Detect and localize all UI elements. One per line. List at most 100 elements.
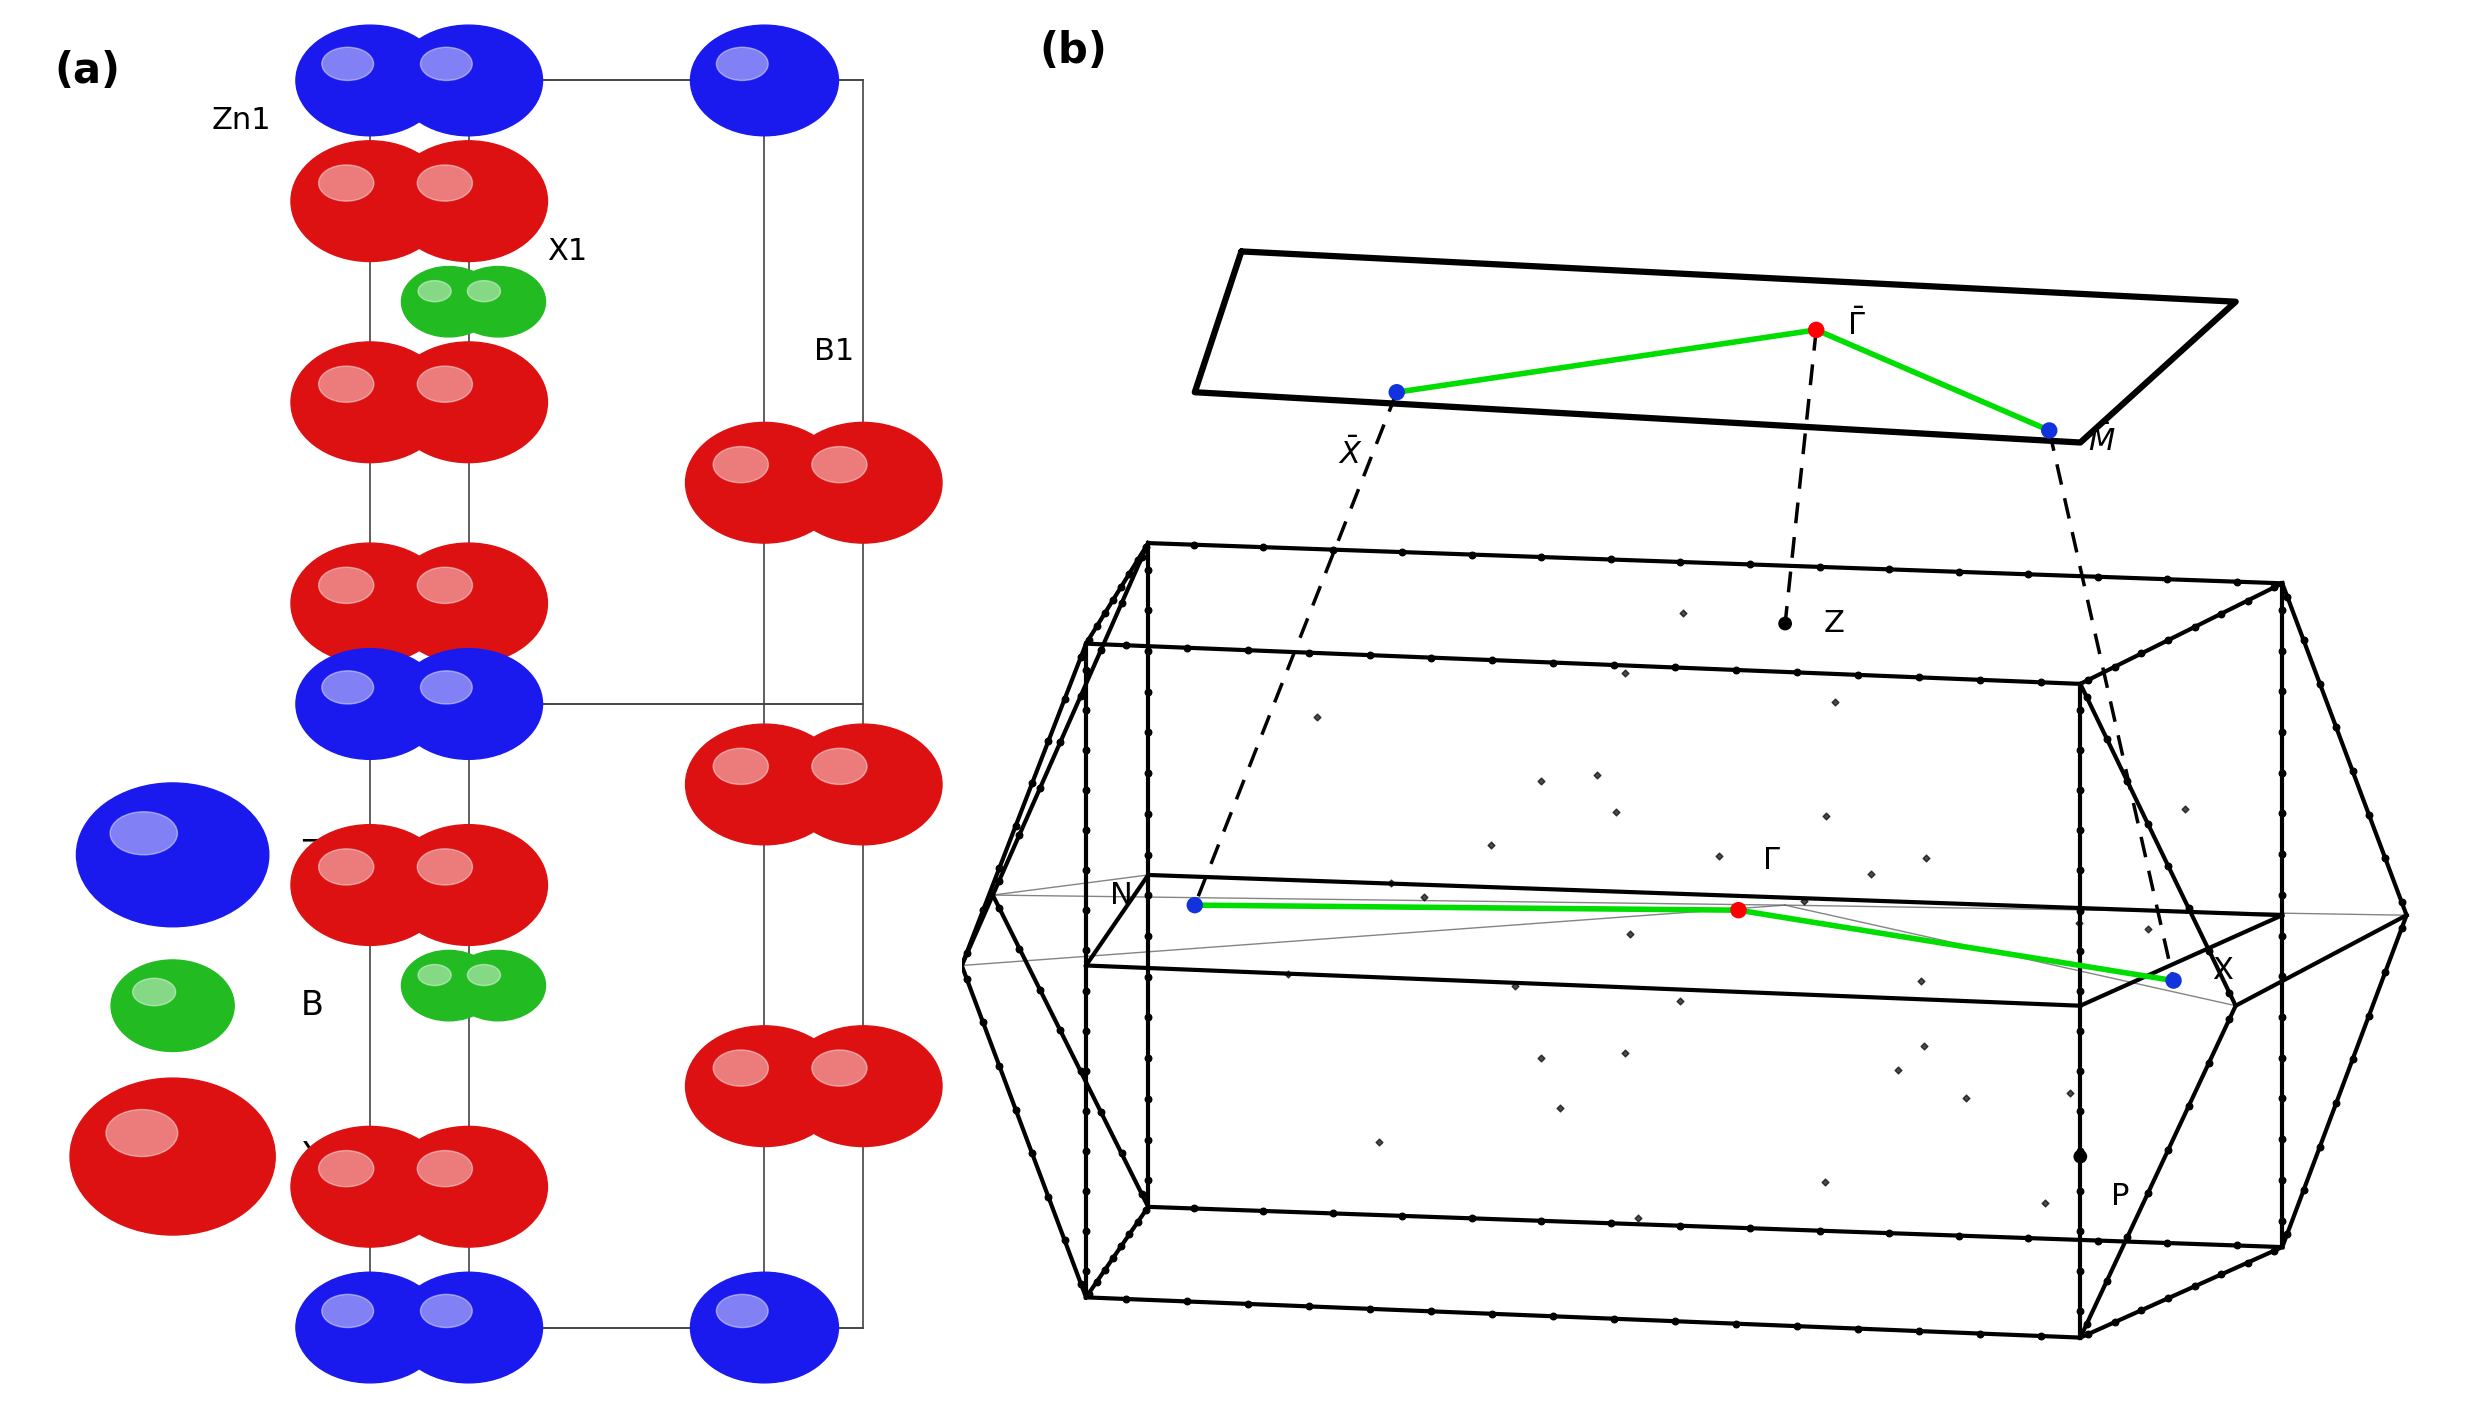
Point — [2069, 669, 2108, 691]
Point — [2030, 420, 2069, 442]
Point — [1452, 1207, 1492, 1229]
Point — [2316, 717, 2355, 739]
Point — [1268, 962, 1307, 984]
Point — [1852, 863, 1891, 886]
Point — [1800, 556, 1840, 579]
Point — [2067, 1314, 2106, 1336]
Point — [1028, 729, 1068, 752]
Point — [1731, 553, 1771, 576]
Ellipse shape — [713, 748, 769, 784]
Point — [2264, 1046, 2303, 1069]
Text: N: N — [1110, 880, 1132, 910]
Point — [1411, 1300, 1450, 1322]
Point — [1576, 763, 1615, 786]
Point — [2062, 779, 2101, 801]
Point — [996, 814, 1036, 836]
Point — [947, 942, 986, 964]
Point — [1085, 1259, 1124, 1281]
Point — [2148, 1139, 2187, 1162]
Ellipse shape — [318, 165, 375, 201]
Point — [1243, 536, 1282, 559]
Ellipse shape — [686, 724, 843, 845]
Ellipse shape — [784, 422, 942, 543]
Ellipse shape — [291, 825, 449, 945]
Point — [2086, 1270, 2126, 1293]
Point — [1719, 898, 1758, 921]
Point — [2108, 1226, 2148, 1249]
Point — [1065, 939, 1105, 962]
Ellipse shape — [395, 649, 543, 759]
Ellipse shape — [690, 25, 838, 135]
Text: Z: Z — [1825, 610, 1845, 638]
Point — [2333, 760, 2372, 783]
Point — [2067, 686, 2106, 708]
Point — [2062, 1180, 2101, 1202]
Point — [979, 870, 1018, 893]
Point — [2350, 1004, 2390, 1026]
Text: Zn1: Zn1 — [212, 106, 271, 135]
Point — [1960, 1322, 2000, 1345]
Point — [1117, 1211, 1157, 1233]
Point — [1522, 1048, 1561, 1070]
Point — [2170, 897, 2210, 919]
Point — [2190, 1052, 2229, 1074]
Point — [2333, 1048, 2372, 1070]
Text: X: X — [301, 1140, 323, 1173]
Point — [2365, 960, 2404, 983]
Point — [1349, 643, 1388, 666]
Ellipse shape — [395, 25, 543, 135]
Point — [1778, 662, 1817, 684]
Ellipse shape — [469, 964, 501, 986]
Point — [1174, 1197, 1213, 1219]
Point — [1166, 1290, 1206, 1312]
Point — [1065, 900, 1105, 922]
Point — [2264, 1087, 2303, 1110]
Point — [964, 900, 1004, 922]
Ellipse shape — [390, 825, 547, 945]
Point — [1798, 318, 1837, 341]
Ellipse shape — [106, 1110, 178, 1156]
Text: X1: X1 — [547, 237, 587, 266]
Point — [1593, 1308, 1632, 1331]
Point — [2062, 739, 2101, 762]
Point — [979, 856, 1018, 879]
Point — [2190, 939, 2229, 962]
Text: $\bar{X}$: $\bar{X}$ — [1337, 438, 1364, 470]
Point — [1660, 551, 1699, 573]
Point — [2202, 1263, 2242, 1286]
Point — [2254, 1239, 2293, 1262]
Ellipse shape — [419, 964, 451, 986]
Point — [2079, 1229, 2118, 1252]
Point — [1065, 1100, 1105, 1122]
Point — [2128, 812, 2168, 835]
Point — [979, 897, 1018, 919]
Point — [1092, 589, 1132, 611]
Point — [1960, 669, 2000, 691]
Point — [2316, 1091, 2355, 1114]
Ellipse shape — [390, 141, 547, 262]
Point — [1078, 1270, 1117, 1293]
Ellipse shape — [417, 366, 473, 403]
Point — [2264, 680, 2303, 703]
Point — [2007, 563, 2047, 586]
Ellipse shape — [811, 748, 868, 784]
Point — [1938, 560, 1978, 583]
Ellipse shape — [713, 1050, 769, 1086]
Ellipse shape — [111, 960, 234, 1052]
Point — [1174, 534, 1213, 556]
Point — [2062, 1260, 2101, 1283]
Point — [1060, 684, 1100, 707]
Point — [1899, 1319, 1938, 1342]
Point — [2165, 798, 2205, 821]
Point — [1127, 1200, 1166, 1222]
Point — [1837, 663, 1877, 686]
Point — [2096, 655, 2136, 677]
Ellipse shape — [451, 266, 545, 337]
Point — [1041, 731, 1080, 753]
Point — [2062, 698, 2101, 721]
Point — [2264, 639, 2303, 662]
Point — [2108, 770, 2148, 793]
Point — [1349, 1298, 1388, 1321]
Ellipse shape — [784, 1026, 942, 1146]
Ellipse shape — [451, 950, 545, 1021]
